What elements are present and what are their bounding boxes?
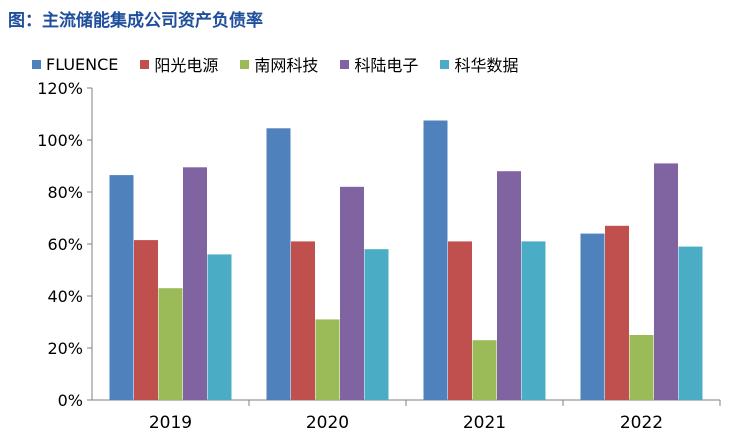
legend-swatch [440,59,450,69]
bar-2022-0 [580,233,605,400]
bar-2020-0 [266,128,291,401]
legend-swatch [240,59,250,69]
bar-2019-4 [207,254,232,400]
bar-2021-1 [448,241,472,400]
y-tick-label: 0% [58,391,83,410]
x-tick-label: 2019 [149,413,192,433]
legend-label: 阳光电源 [154,56,219,75]
bar-2019-1 [134,240,158,400]
bar-2020-3 [340,186,364,400]
bar-2021-0 [423,120,448,400]
y-tick-label: 80% [47,183,83,202]
legend-swatch [32,59,41,69]
legend-item-kehua: 科华数据 [440,52,518,76]
bar-2022-3 [654,163,678,400]
legend-item-csg-tech: 南网科技 [240,52,318,76]
bar-2020-4 [364,249,389,400]
x-tick-label: 2022 [620,413,663,433]
bar-2022-4 [678,246,703,400]
legend-label: 南网科技 [254,56,319,75]
bar-2021-2 [472,340,497,400]
bar-2020-2 [315,319,340,400]
y-tick-label: 40% [47,287,83,306]
legend-label: FLUENCE [46,54,119,74]
legend-swatch [340,59,350,69]
x-tick-label: 2021 [463,413,506,433]
bar-2020-1 [291,241,315,400]
y-tick-label: 100% [37,131,83,150]
bar-2021-4 [521,241,546,400]
legend-item-clou: 科陆电子 [340,52,418,76]
bar-2019-0 [109,175,134,400]
y-tick-label: 60% [47,235,83,254]
bar-2019-3 [183,167,207,400]
legend-item-sungrow: 阳光电源 [140,52,218,76]
legend-label: 科华数据 [454,56,519,75]
legend-label: 科陆电子 [354,56,419,75]
y-tick-label: 120% [37,79,83,98]
bar-2019-2 [158,288,183,400]
chart-title: 图：主流储能集成公司资产负债率 [8,11,263,31]
x-tick-label: 2020 [306,413,349,433]
y-tick-label: 20% [47,339,83,358]
legend: FLUENCE 阳光电源 南网科技 科陆电子 科华数据 [32,52,540,76]
legend-swatch [140,59,150,69]
bar-2022-2 [629,335,654,400]
legend-item-fluence: FLUENCE [32,55,118,74]
bar-2021-3 [497,171,521,400]
bar-2022-1 [605,225,629,400]
